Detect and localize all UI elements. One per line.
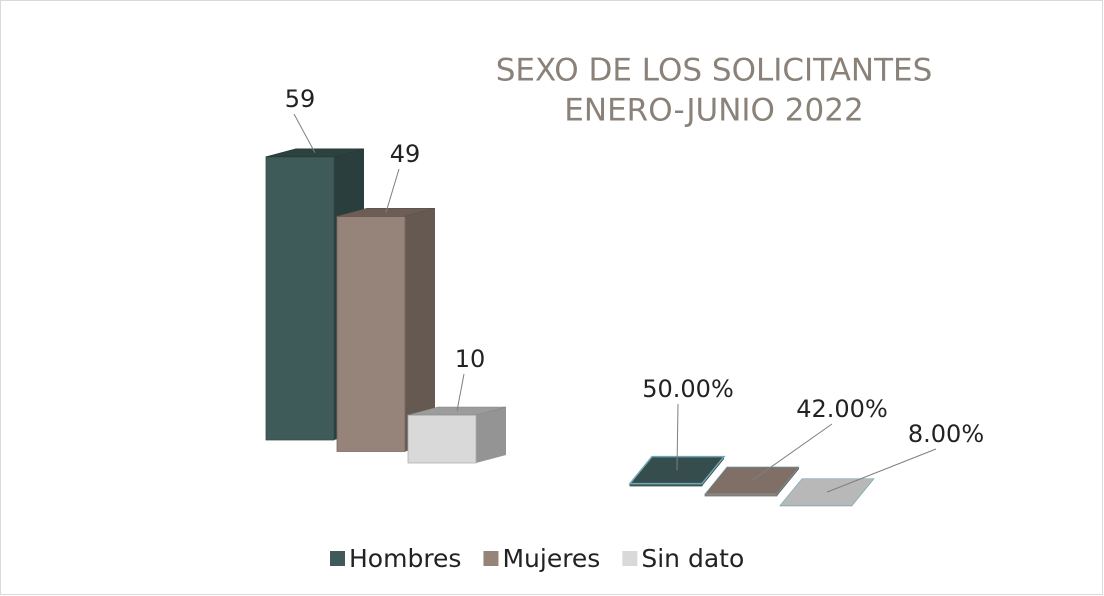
- data-label: 42.00%: [796, 395, 888, 423]
- leader-line: [385, 168, 400, 213]
- legend-swatch: [330, 551, 345, 566]
- data-label: 59: [285, 85, 316, 113]
- legend-label: Mujeres: [502, 544, 600, 573]
- bar-side: [476, 407, 506, 463]
- leader-line: [826, 448, 937, 493]
- leader-line: [751, 423, 833, 481]
- bar-front: [407, 414, 477, 464]
- bar-front: [265, 156, 335, 441]
- bar-side: [405, 208, 435, 452]
- legend-label: Sin dato: [641, 544, 744, 573]
- leader-line: [456, 373, 465, 412]
- leader-line: [676, 403, 679, 471]
- legend-label: Hombres: [349, 544, 461, 573]
- bar-front: [336, 215, 406, 452]
- legend-swatch: [622, 551, 638, 566]
- bar-side: [777, 466, 799, 496]
- legend-swatch: [483, 551, 499, 566]
- leader-line: [293, 113, 316, 154]
- bar-front: [704, 493, 778, 497]
- data-label: 10: [455, 345, 486, 373]
- data-label: 49: [390, 140, 421, 168]
- data-label: 50.00%: [642, 375, 734, 403]
- chart-title: SEXO DE LOS SOLICITANTES: [496, 53, 933, 89]
- chart-title: ENERO-JUNIO 2022: [564, 93, 863, 129]
- data-label: 8.00%: [908, 420, 984, 448]
